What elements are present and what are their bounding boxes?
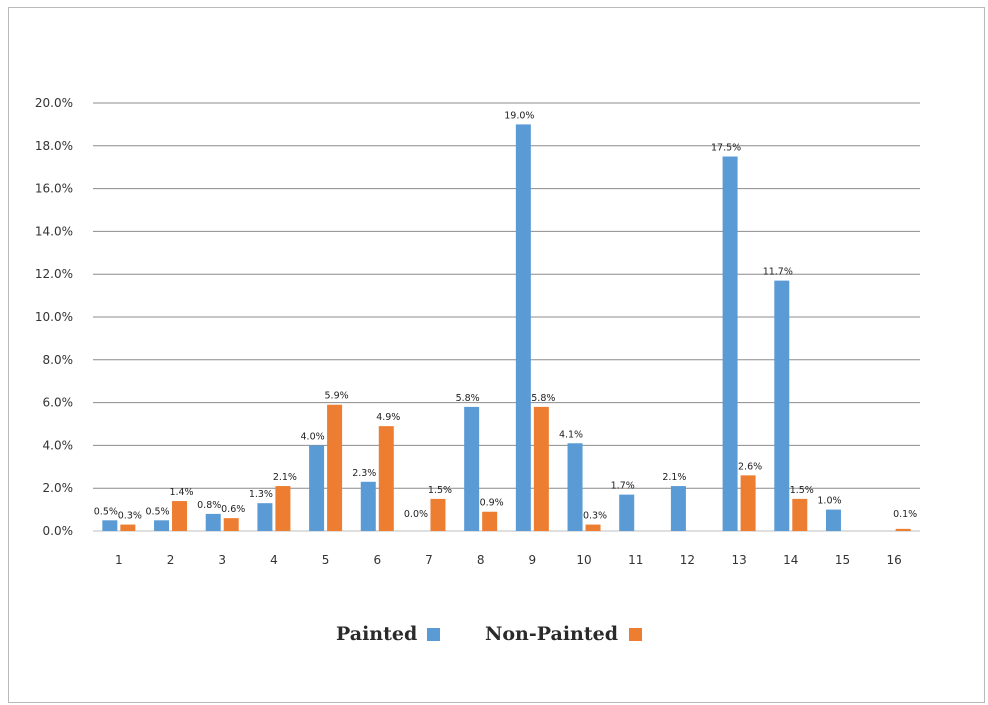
x-axis-ticks: 1 2 3 4 5 6 7 8 9 10 11 12 13 14 15 16 bbox=[115, 553, 902, 567]
bar-non-painted bbox=[792, 498, 808, 531]
bar-painted bbox=[360, 481, 376, 531]
x-tick-label: 3 bbox=[218, 553, 226, 567]
data-label: 0.3% bbox=[583, 511, 607, 522]
y-axis-ticks: 0.0% 2.0% 4.0% 6.0% 8.0% 10.0% 12.0% 14.0% 16.0%… bbox=[35, 96, 73, 538]
data-label: 5.8% bbox=[531, 393, 555, 404]
bar-non-painted bbox=[275, 486, 291, 531]
data-label: 1.0% bbox=[817, 496, 841, 507]
x-tick-label: 7 bbox=[425, 553, 433, 567]
bar-painted bbox=[670, 486, 686, 531]
data-label: 1.5% bbox=[428, 485, 452, 496]
x-tick-label: 15 bbox=[835, 553, 850, 567]
x-tick-label: 2 bbox=[167, 553, 175, 567]
bar-painted bbox=[515, 124, 531, 532]
bar-non-painted bbox=[585, 524, 601, 531]
x-tick-label: 4 bbox=[270, 553, 278, 567]
data-label: 2.3% bbox=[352, 468, 376, 479]
data-label: 0.8% bbox=[197, 500, 221, 511]
bars bbox=[102, 124, 911, 532]
y-tick-label: 2.0% bbox=[43, 481, 74, 495]
data-label: 5.8% bbox=[456, 393, 480, 404]
x-tick-label: 16 bbox=[887, 553, 902, 567]
bar-painted bbox=[205, 513, 221, 531]
legend-swatch-non-painted bbox=[629, 628, 642, 641]
bar-non-painted bbox=[740, 475, 756, 531]
data-label: 4.9% bbox=[376, 412, 400, 423]
y-tick-label: 8.0% bbox=[43, 353, 74, 367]
chart-frame bbox=[8, 7, 985, 703]
data-label: 0.0% bbox=[404, 509, 428, 520]
data-label: 4.0% bbox=[301, 431, 325, 442]
data-label: 2.6% bbox=[738, 461, 762, 472]
data-labels: 0.5% 0.3% 0.5%1.4%0.8% 0.6%1.3%2.1%4.0%5.9%… bbox=[94, 110, 917, 521]
data-label: 1.7% bbox=[611, 481, 635, 492]
y-tick-label: 12.0% bbox=[35, 267, 73, 281]
bar-non-painted bbox=[172, 501, 188, 531]
y-tick-label: 6.0% bbox=[43, 396, 74, 410]
legend-label-non-painted: Non-Painted bbox=[485, 623, 618, 645]
data-label: 0.5% bbox=[94, 506, 118, 517]
legend: Painted Non-Painted bbox=[336, 623, 642, 645]
bar-non-painted bbox=[430, 498, 446, 531]
bar-painted bbox=[774, 280, 790, 531]
bar-non-painted bbox=[327, 404, 343, 531]
bar-painted bbox=[154, 520, 170, 531]
bar-painted bbox=[619, 494, 635, 531]
bar-non-painted bbox=[533, 406, 549, 531]
bar-painted bbox=[722, 156, 738, 531]
data-label: 2.1% bbox=[662, 472, 686, 483]
bar-non-painted bbox=[378, 426, 394, 531]
bar-painted bbox=[567, 443, 583, 531]
data-label: 0.3% bbox=[118, 511, 142, 522]
bar-non-painted bbox=[482, 511, 498, 531]
bar-non-painted bbox=[223, 518, 239, 531]
x-tick-label: 1 bbox=[115, 553, 123, 567]
y-tick-label: 16.0% bbox=[35, 182, 73, 196]
y-tick-label: 10.0% bbox=[35, 310, 73, 324]
x-tick-label: 6 bbox=[373, 553, 381, 567]
data-label: 4.1% bbox=[559, 429, 583, 440]
bar-painted bbox=[464, 406, 480, 531]
legend-swatch-painted bbox=[427, 628, 440, 641]
bar-painted bbox=[309, 445, 325, 531]
data-label: 1.4% bbox=[169, 487, 193, 498]
y-tick-label: 18.0% bbox=[35, 139, 73, 153]
data-label: 17.5% bbox=[711, 143, 741, 154]
y-tick-label: 4.0% bbox=[43, 438, 74, 452]
x-tick-label: 9 bbox=[529, 553, 537, 567]
y-tick-label: 14.0% bbox=[35, 224, 73, 238]
x-tick-label: 12 bbox=[680, 553, 695, 567]
legend-label-painted: Painted bbox=[336, 623, 417, 645]
x-tick-label: 10 bbox=[576, 553, 591, 567]
y-tick-label: 0.0% bbox=[43, 524, 74, 538]
data-label: 19.0% bbox=[504, 110, 534, 121]
data-label: 0.1% bbox=[893, 509, 917, 520]
gridlines bbox=[93, 102, 920, 532]
data-label: 5.9% bbox=[325, 391, 349, 402]
x-tick-label: 8 bbox=[477, 553, 485, 567]
x-tick-label: 13 bbox=[731, 553, 746, 567]
data-label: 0.6% bbox=[221, 504, 245, 515]
x-tick-label: 11 bbox=[628, 553, 643, 567]
bar-painted bbox=[825, 509, 841, 531]
data-label: 0.9% bbox=[480, 498, 504, 509]
y-tick-label: 20.0% bbox=[35, 96, 73, 110]
bar-painted bbox=[257, 503, 273, 531]
data-label: 2.1% bbox=[273, 472, 297, 483]
data-label: 1.5% bbox=[790, 485, 814, 496]
data-label: 11.7% bbox=[763, 267, 793, 278]
data-label: 1.3% bbox=[249, 489, 273, 500]
x-tick-label: 14 bbox=[783, 553, 798, 567]
data-label: 0.5% bbox=[145, 506, 169, 517]
x-tick-label: 5 bbox=[322, 553, 330, 567]
bar-non-painted bbox=[120, 524, 136, 531]
bar-painted bbox=[102, 520, 118, 531]
bar-non-painted bbox=[895, 528, 911, 531]
